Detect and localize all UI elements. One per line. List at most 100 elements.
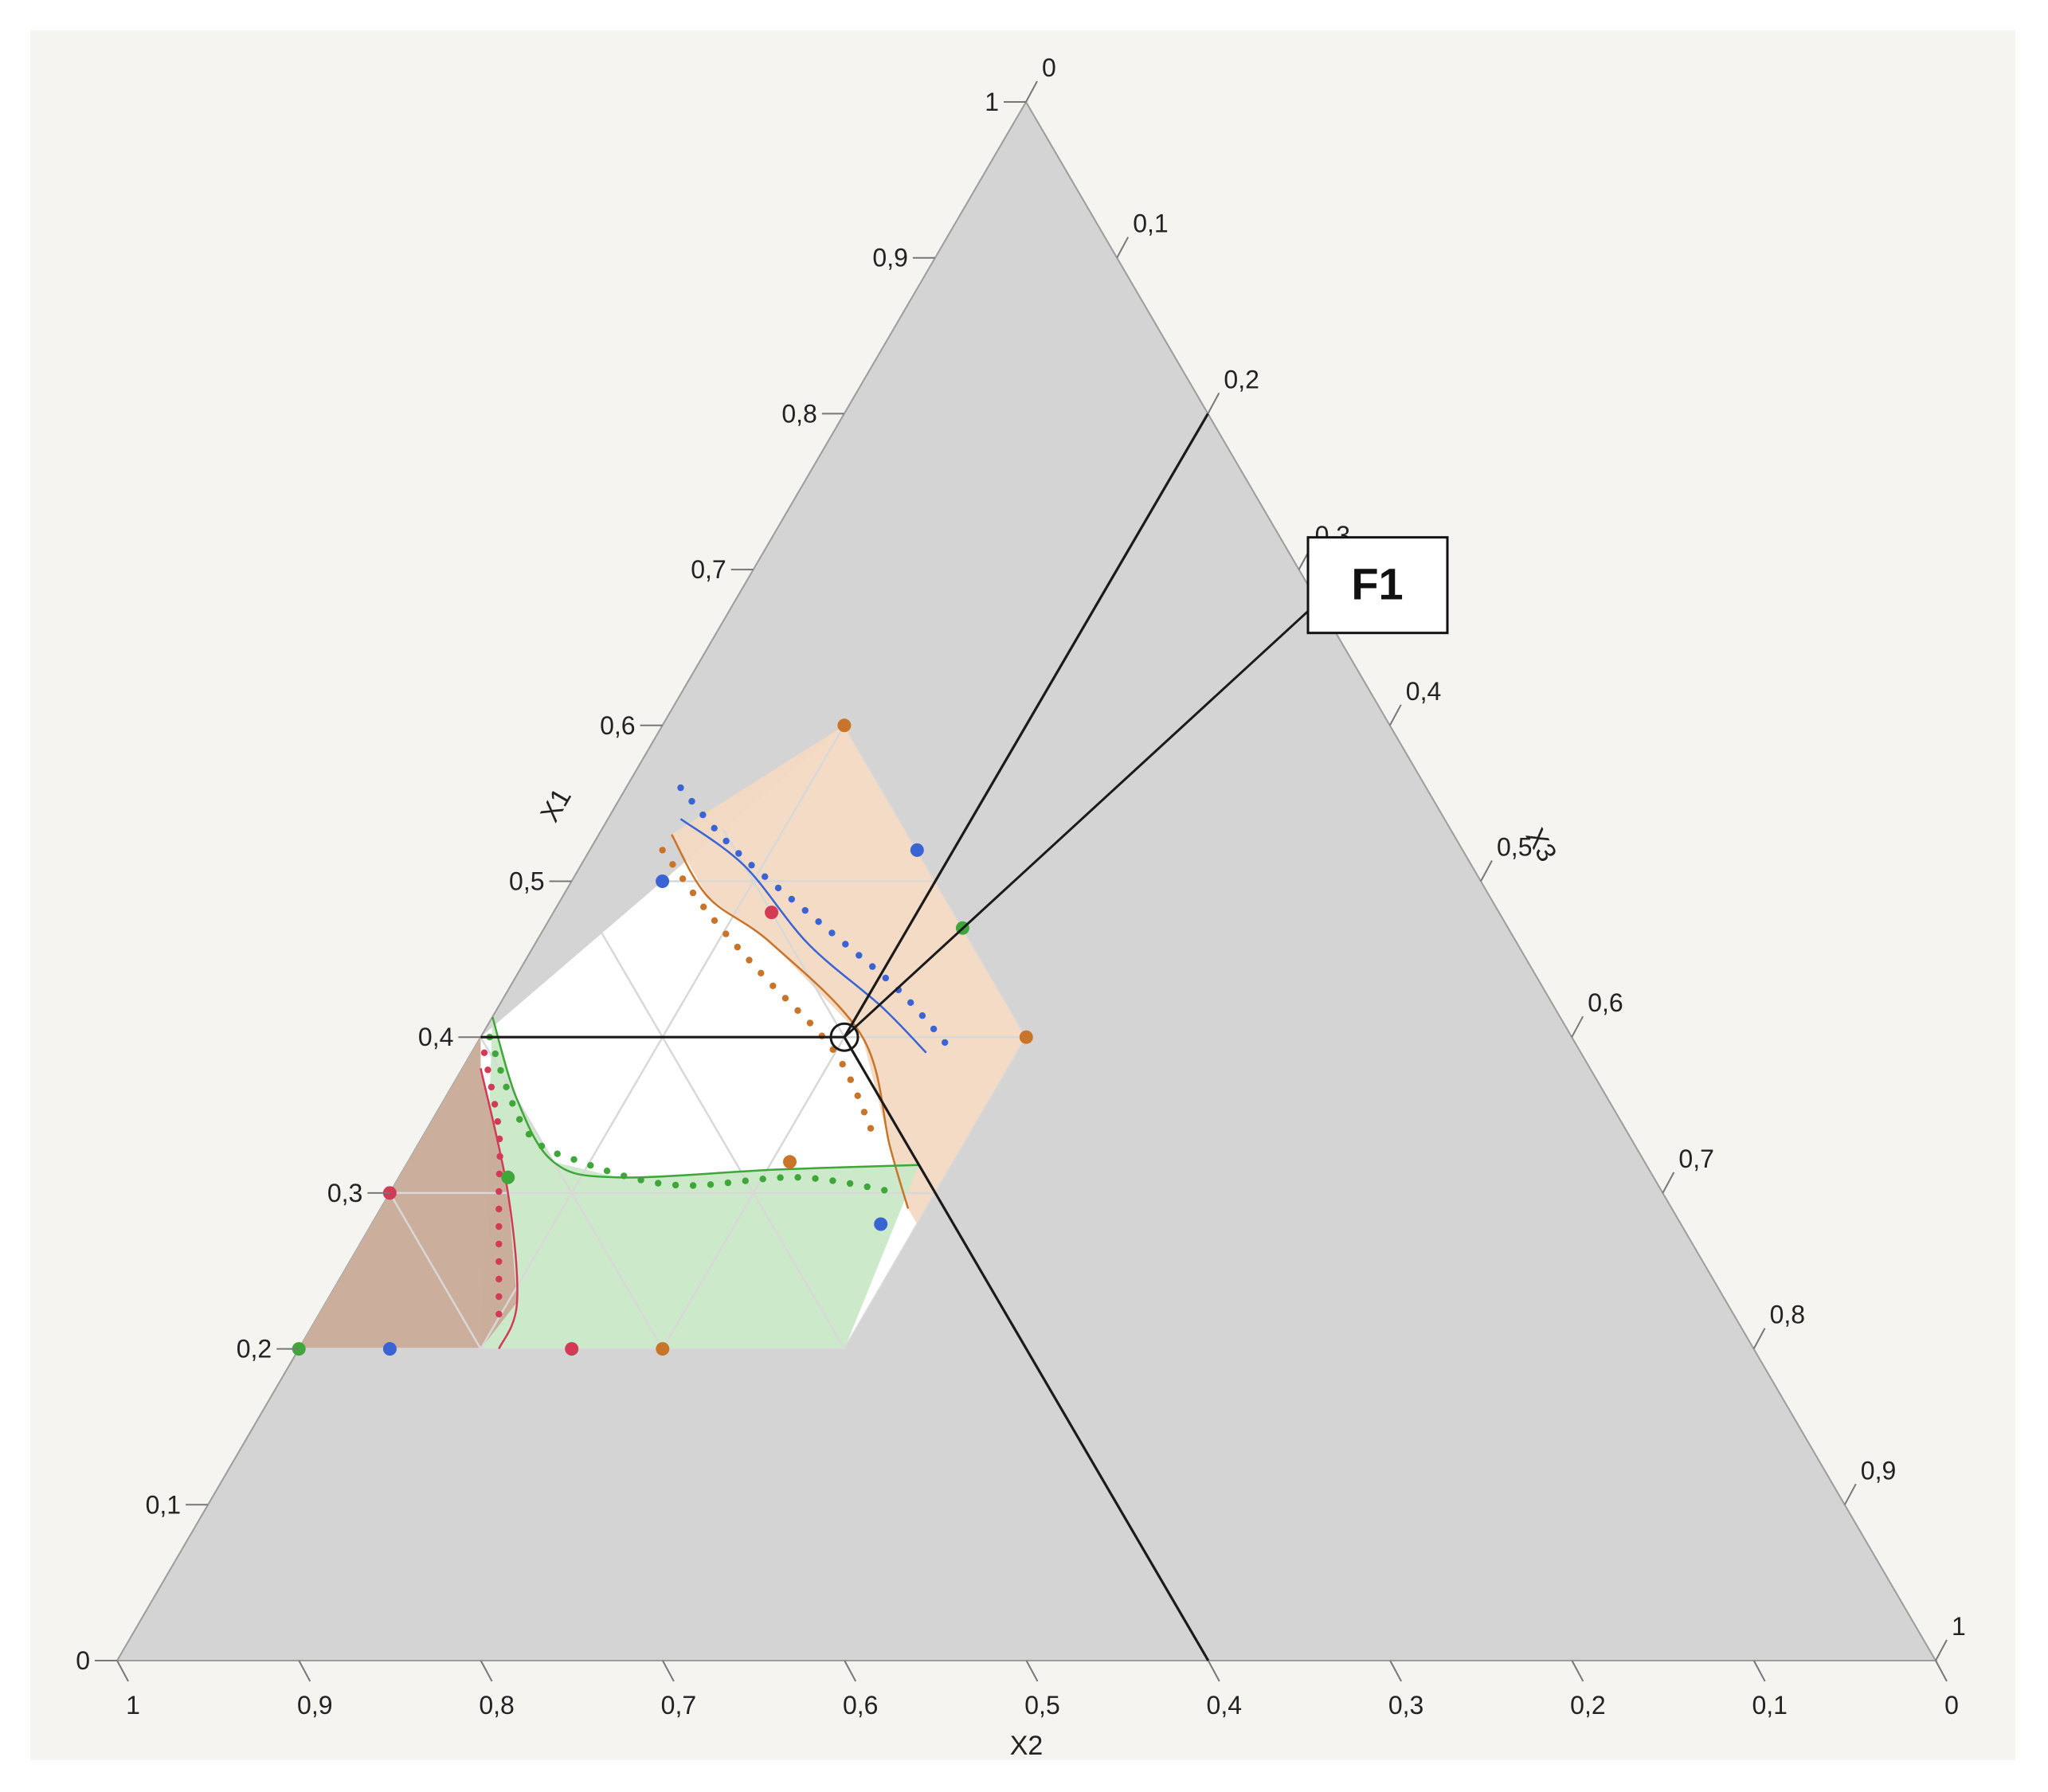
x3-tick [1662, 1172, 1675, 1194]
x1-tick-label: 0,9 [872, 244, 907, 272]
contour-line-blue [679, 818, 927, 1054]
confidence-dot-orange [794, 1007, 801, 1015]
confidence-dot-orange [867, 1125, 875, 1132]
annotation-box [1306, 536, 1449, 635]
x1-tick-label: 0,5 [509, 867, 544, 896]
x1-tick-label: 0 [76, 1646, 90, 1675]
x3-tick-label: 0,6 [1588, 988, 1623, 1017]
confidence-dot-orange [839, 1061, 846, 1068]
x3-tick-label: 0,9 [1861, 1456, 1896, 1485]
design-point-blue [382, 1342, 397, 1356]
confidence-dot-green [570, 1156, 578, 1164]
confidence-dot-green [707, 1181, 715, 1188]
x1-tick-label: 0,8 [781, 399, 816, 428]
plot-triangle [116, 100, 1937, 1661]
confidence-dot-blue [856, 952, 863, 959]
grid-line-x2 [480, 1036, 846, 1349]
confidence-dot-orange [689, 889, 697, 897]
x2-tick [844, 1660, 857, 1682]
x1-tick-label: 1 [985, 88, 999, 116]
x2-tick [1571, 1660, 1584, 1682]
confidence-dot-red [488, 1083, 495, 1091]
confidence-dot-blue [711, 824, 718, 832]
contour-line-orange [671, 834, 910, 1209]
crosshair-line [843, 413, 1209, 1039]
confidence-dot-blue [828, 929, 836, 937]
confidence-dot-blue [788, 895, 795, 903]
confidence-dot-orange [860, 1109, 868, 1116]
confidence-dot-blue [801, 906, 809, 914]
x2-tick [298, 1660, 311, 1682]
confidence-dot-red [495, 1293, 503, 1301]
confidence-dot-red [495, 1223, 503, 1231]
x2-tick [480, 1660, 493, 1682]
annotation-leader [843, 608, 1312, 1039]
confidence-dot-blue [688, 797, 695, 805]
x3-tick-label: 0,7 [1678, 1144, 1713, 1173]
confidence-dot-blue [699, 811, 707, 819]
confidence-dot-green [881, 1187, 888, 1194]
grid-line-x2 [570, 880, 1027, 1349]
confidence-dot-blue [869, 963, 876, 970]
confidence-dot-blue [815, 918, 822, 925]
x2-tick [1752, 1660, 1766, 1682]
confidence-dot-green [516, 1116, 523, 1123]
confidence-dot-red [480, 1049, 488, 1057]
x3-tick-label: 0,2 [1224, 365, 1259, 393]
x2-tick [116, 1660, 129, 1682]
x2-tick [1935, 1660, 1948, 1682]
confidence-dot-red [495, 1275, 503, 1283]
confidence-dot-blue [942, 1039, 949, 1047]
x1-tick-label: 0,4 [418, 1023, 453, 1051]
x2-tick-label: 0,6 [843, 1691, 878, 1720]
confidence-dot-green [538, 1142, 546, 1150]
crosshair-line [843, 1036, 1210, 1661]
confidence-dot-blue [735, 850, 742, 857]
x3-tick [1025, 80, 1038, 103]
confidence-dot-red [495, 1170, 503, 1178]
crosshair-marker [829, 1022, 860, 1052]
confidence-dot-orange [854, 1092, 861, 1100]
x3-tick-label: 0,5 [1497, 833, 1532, 862]
confidence-dot-blue [762, 873, 769, 880]
x1-tick-label: 0,1 [146, 1490, 181, 1519]
confidence-dot-red [495, 1205, 503, 1213]
confidence-dot-green [637, 1176, 644, 1184]
x2-tick-label: 0 [1944, 1691, 1959, 1720]
x2-tick-label: 0,9 [297, 1691, 332, 1720]
confidence-dot-green [759, 1176, 766, 1183]
confidence-dot-green [777, 1174, 784, 1181]
confidence-dot-green [503, 1083, 510, 1091]
design-point-orange [783, 1155, 797, 1169]
confidence-dot-orange [679, 875, 687, 882]
confidence-dot-green [794, 1174, 801, 1181]
confidence-dot-green [829, 1177, 836, 1184]
design-point-red [565, 1342, 579, 1356]
design-point-red [765, 906, 779, 920]
confidence-dot-orange [746, 957, 753, 964]
confidence-dot-blue [907, 999, 914, 1007]
confidence-dot-orange [806, 1019, 814, 1027]
confidence-dot-green [509, 1100, 516, 1107]
x2-tick [1207, 1660, 1220, 1682]
x3-tick [1116, 237, 1130, 259]
confidence-dot-red [494, 1118, 501, 1125]
confidence-dot-blue [882, 974, 890, 982]
confidence-dot-red [495, 1310, 503, 1318]
x1-tick-label: 0,3 [327, 1179, 362, 1207]
confidence-dot-blue [677, 784, 684, 792]
confidence-dot-green [672, 1181, 679, 1189]
confidence-dot-orange [659, 847, 666, 854]
x3-tick [1388, 704, 1402, 726]
confidence-dot-orange [700, 903, 707, 910]
design-point-green [501, 1170, 515, 1184]
shaded-region-orange [672, 725, 1027, 1224]
confidence-dot-red [495, 1187, 503, 1195]
grid-line-x3 [299, 725, 1027, 1349]
x2-tick [662, 1660, 675, 1682]
x3-tick [1480, 860, 1493, 882]
confidence-dot-blue [930, 1025, 938, 1033]
x2-tick-label: 0,7 [661, 1691, 696, 1720]
design-point-orange [837, 718, 852, 733]
